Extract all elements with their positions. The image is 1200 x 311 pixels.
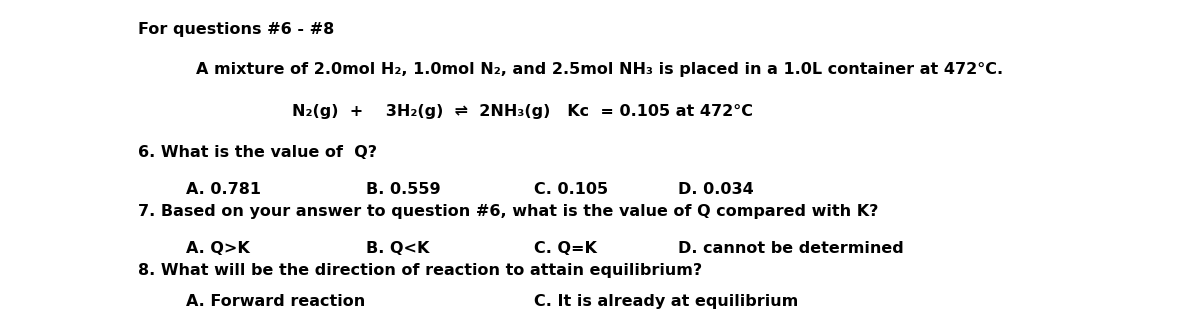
Text: D. 0.034: D. 0.034 — [678, 182, 754, 197]
Text: B. Q<K: B. Q<K — [366, 241, 430, 256]
Text: D. cannot be determined: D. cannot be determined — [678, 241, 904, 256]
Text: A. 0.781: A. 0.781 — [186, 182, 262, 197]
Text: A mixture of 2.0mol H₂, 1.0mol N₂, and 2.5mol NH₃ is placed in a 1.0L container : A mixture of 2.0mol H₂, 1.0mol N₂, and 2… — [197, 62, 1003, 77]
Text: N₂(g)  +    3H₂(g)  ⇌  2NH₃(g)   Kc  = 0.105 at 472°C: N₂(g) + 3H₂(g) ⇌ 2NH₃(g) Kc = 0.105 at 4… — [292, 104, 752, 119]
Text: For questions #6 - #8: For questions #6 - #8 — [138, 22, 335, 37]
Text: C. It is already at equilibrium: C. It is already at equilibrium — [534, 294, 798, 309]
Text: 6. What is the value of  Q?: 6. What is the value of Q? — [138, 145, 377, 160]
Text: A. Forward reaction: A. Forward reaction — [186, 294, 365, 309]
Text: 7. Based on your answer to question #6, what is the value of Q compared with K?: 7. Based on your answer to question #6, … — [138, 204, 878, 219]
Text: C. Q=K: C. Q=K — [534, 241, 596, 256]
Text: C. 0.105: C. 0.105 — [534, 182, 608, 197]
Text: A. Q>K: A. Q>K — [186, 241, 250, 256]
Text: B. 0.559: B. 0.559 — [366, 182, 440, 197]
Text: 8. What will be the direction of reaction to attain equilibrium?: 8. What will be the direction of reactio… — [138, 263, 702, 278]
